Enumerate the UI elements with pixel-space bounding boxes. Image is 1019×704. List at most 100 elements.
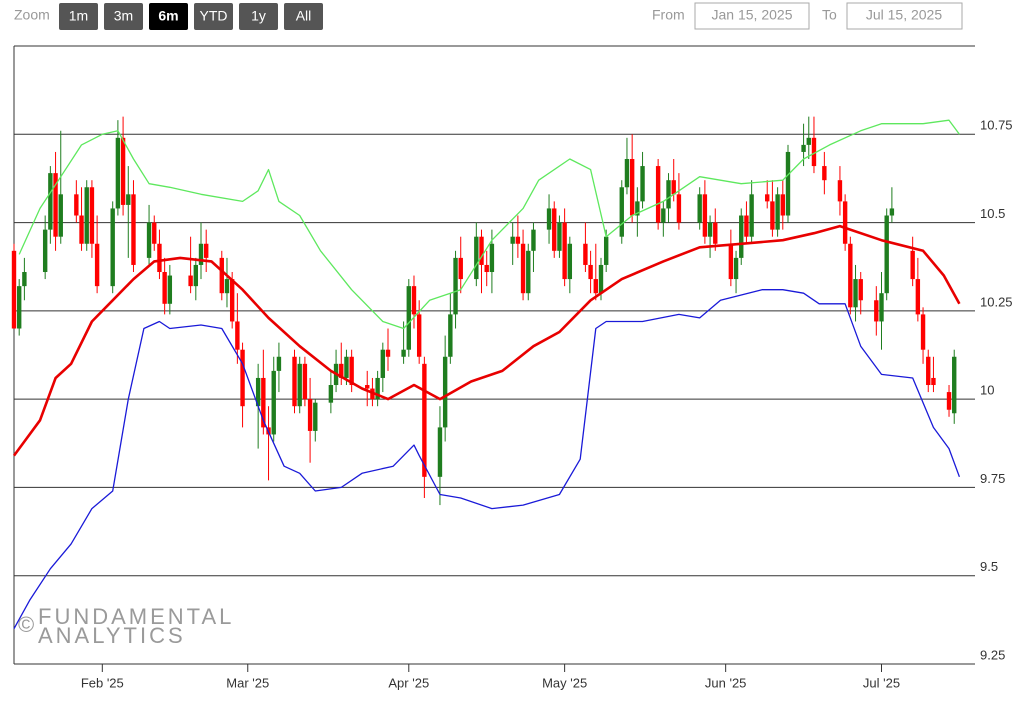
candle-body: [365, 385, 370, 389]
candle-body: [375, 377, 380, 400]
zoom-buttons: 1m 3m 6m YTD 1y All: [59, 3, 323, 30]
y-tick-label: 10.5: [980, 206, 1005, 221]
to-label: To: [822, 7, 837, 23]
candle-body: [655, 166, 661, 223]
candle-body: [131, 194, 136, 265]
candle-body: [484, 264, 489, 273]
band-line: [13, 289, 961, 630]
candle-body: [713, 222, 718, 244]
candle-body: [874, 300, 879, 322]
candle-body: [302, 363, 308, 400]
candle-body: [313, 402, 318, 431]
watermark-line: FUNDAMENTAL: [38, 604, 234, 629]
zoom-button-label[interactable]: 1m: [69, 8, 88, 24]
x-tick-label: Jul '25: [863, 675, 900, 690]
x-tick-label: May '25: [542, 675, 587, 690]
candle-body: [822, 166, 827, 181]
candle-body: [261, 377, 266, 428]
candle-body: [48, 173, 53, 230]
candle-body: [770, 201, 775, 230]
candle-body: [292, 356, 297, 407]
zoom-button-label[interactable]: YTD: [200, 8, 228, 24]
candle-body: [837, 180, 843, 202]
candle-body: [920, 314, 926, 350]
candle-body: [229, 279, 235, 322]
candle-body: [448, 314, 453, 357]
y-tick-label: 10.25: [980, 294, 1013, 309]
candle-body: [401, 349, 406, 357]
candle-body: [453, 257, 458, 315]
candle-body: [271, 370, 276, 435]
candle-body: [858, 279, 863, 301]
candle-body: [339, 363, 344, 378]
from-input[interactable]: [694, 2, 810, 30]
candle-body: [879, 293, 884, 322]
candle-body: [510, 236, 515, 244]
x-tick-label: Feb '25: [81, 675, 124, 690]
candle-body: [53, 173, 58, 237]
candle-body: [380, 349, 386, 378]
candle-body: [120, 137, 126, 205]
candle-body: [801, 144, 806, 152]
candle-body: [406, 286, 411, 350]
candle-body: [780, 194, 785, 216]
x-tick-label: Jun '25: [705, 675, 747, 690]
candle-body: [307, 399, 313, 431]
zoom-button[interactable]: [194, 3, 233, 30]
zoom-button[interactable]: [149, 3, 188, 30]
zoom-button-label[interactable]: 6m: [158, 8, 178, 24]
candle-body: [775, 194, 780, 230]
zoom-button-label[interactable]: All: [296, 8, 312, 24]
candle-body: [676, 194, 682, 223]
candle-body: [22, 272, 27, 287]
candle-body: [219, 257, 224, 294]
candle-body: [224, 279, 230, 294]
candle-body: [188, 275, 193, 287]
x-tick-label: Mar '25: [226, 675, 269, 690]
candle-body: [89, 187, 95, 244]
candle-body: [583, 243, 588, 265]
zoom-button-label[interactable]: 3m: [114, 8, 133, 24]
candle-body: [588, 264, 593, 280]
candle-body: [557, 222, 562, 251]
candle-body: [167, 275, 173, 304]
y-tick-label: 9.75: [980, 471, 1005, 486]
candle-body: [884, 215, 889, 294]
zoom-label: Zoom: [14, 7, 50, 23]
candle-body: [520, 243, 526, 294]
zoom-button[interactable]: [59, 3, 98, 30]
candle-body: [146, 222, 152, 258]
candle-body: [526, 250, 531, 294]
candle-body: [422, 363, 427, 477]
x-tick-label: Apr '25: [388, 675, 429, 690]
candle-body: [42, 229, 48, 273]
candle-body: [739, 215, 744, 258]
candle-body: [624, 159, 630, 188]
candle-body: [910, 250, 915, 280]
candle-body: [276, 356, 282, 371]
candle-body: [744, 215, 749, 237]
candle-body: [349, 356, 354, 386]
candle-body: [385, 349, 391, 357]
to-input[interactable]: [846, 2, 963, 30]
zoom-button[interactable]: [284, 3, 323, 30]
candle-body: [889, 208, 895, 216]
candle-body: [531, 229, 536, 251]
to-value[interactable]: Jul 15, 2025: [866, 7, 942, 23]
zoom-button-label[interactable]: 1y: [251, 8, 266, 24]
candle-body: [603, 236, 609, 265]
candle-body: [74, 194, 79, 216]
candle-body: [629, 159, 635, 216]
candle-body: [489, 243, 495, 273]
zoom-button[interactable]: [104, 3, 143, 30]
candle-body: [110, 208, 115, 287]
candle-body: [661, 208, 666, 223]
y-tick-label: 10.75: [980, 118, 1013, 133]
candle-body: [235, 321, 240, 350]
candle-body: [328, 385, 334, 403]
from-value[interactable]: Jan 15, 2025: [712, 7, 793, 23]
candle-body: [240, 349, 245, 407]
candle-body: [926, 356, 931, 386]
candle-body: [546, 208, 552, 230]
zoom-button[interactable]: [239, 3, 278, 30]
